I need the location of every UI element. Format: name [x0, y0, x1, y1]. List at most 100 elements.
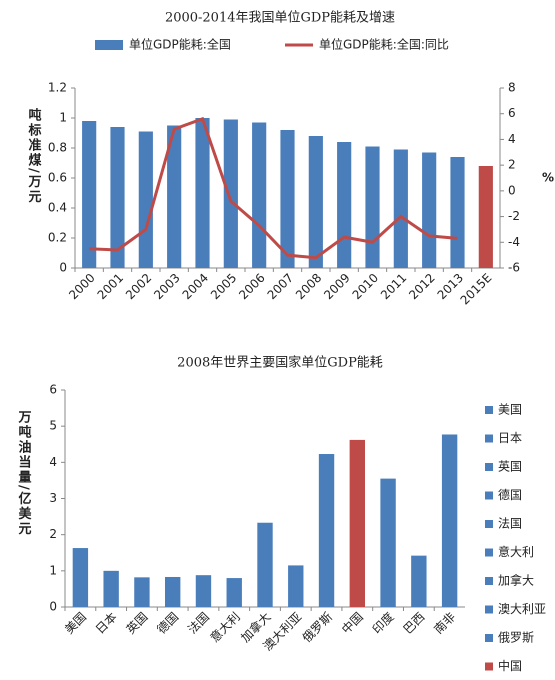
y-tick-label: 0.8	[48, 141, 67, 155]
bar	[223, 119, 238, 268]
bar	[138, 131, 153, 268]
bar	[318, 454, 335, 607]
y2-axis-label: %	[542, 171, 554, 185]
bar	[365, 146, 380, 268]
legend-swatch	[485, 634, 493, 642]
y-tick-label: 1.2	[48, 81, 67, 95]
bar	[308, 136, 323, 268]
y2-tick-label: -2	[508, 209, 520, 223]
x-tick-label: 2003	[151, 271, 182, 302]
legend-label: 俄罗斯	[498, 631, 534, 645]
bar	[195, 575, 212, 607]
bar	[411, 555, 427, 607]
bar	[422, 152, 437, 268]
bar	[134, 577, 150, 607]
legend-swatch	[485, 406, 493, 414]
bar	[110, 127, 125, 268]
bar	[103, 570, 119, 607]
legend-label: 美国	[498, 403, 522, 417]
bar	[441, 434, 458, 607]
legend-swatch	[485, 463, 493, 471]
legend-label: 澳大利亚	[498, 602, 546, 616]
x-tick-label: 2004	[180, 271, 211, 302]
bar	[450, 157, 465, 268]
x-tick-label: 2010	[350, 271, 381, 302]
y2-tick-label: 4	[508, 132, 516, 146]
legend-label: 中国	[498, 658, 522, 673]
y-tick-label: 1	[49, 563, 57, 577]
x-tick-label: 2009	[321, 271, 352, 302]
x-tick-label: 法国	[185, 610, 212, 637]
y-tick-label: 3	[49, 491, 57, 505]
legend-swatch	[485, 548, 493, 557]
bar	[288, 565, 304, 607]
bar	[252, 122, 267, 268]
legend-label: 日本	[498, 431, 522, 445]
legend-label: 英国	[498, 460, 522, 474]
legend-swatch	[485, 662, 493, 671]
y-tick-label: 0.6	[48, 171, 67, 185]
bar	[165, 576, 181, 607]
x-tick-label: 英国	[124, 610, 151, 637]
x-tick-label: 2015E	[458, 271, 495, 308]
x-tick-label: 2012	[406, 271, 437, 302]
x-tick-label: 德国	[154, 609, 182, 637]
y-axis-label: 万吨油当量/亿美元	[16, 410, 33, 537]
y2-tick-label: -4	[508, 235, 520, 249]
x-tick-label: 印度	[369, 609, 397, 637]
x-tick-label: 2011	[378, 271, 409, 302]
bar	[393, 149, 408, 268]
x-tick-label: 2002	[123, 271, 154, 302]
x-tick-label: 俄罗斯	[300, 610, 335, 645]
bar	[226, 578, 242, 607]
y-tick-label: 0	[59, 261, 67, 275]
y-tick-label: 6	[49, 383, 57, 397]
legend-swatch	[485, 491, 493, 500]
y2-tick-label: 8	[508, 81, 516, 95]
y2-tick-label: 6	[508, 106, 516, 120]
legend-swatch	[485, 605, 493, 614]
bar	[478, 166, 493, 268]
bar	[72, 548, 89, 607]
y-tick-label: 0.2	[48, 231, 67, 245]
y-tick-label: 4	[49, 455, 57, 469]
legend-label: 法国	[498, 517, 522, 531]
x-tick-label: 2007	[265, 271, 296, 302]
bar	[167, 125, 182, 268]
legend-label: 加拿大	[498, 573, 534, 588]
bar	[280, 130, 295, 268]
bar	[82, 121, 97, 268]
legend-swatch	[485, 520, 493, 528]
y-tick-label: 2	[49, 527, 57, 541]
bar	[349, 439, 365, 607]
chart-title: 2000-2014年我国单位GDP能耗及增速	[165, 11, 395, 26]
y-tick-label: 5	[49, 419, 57, 433]
x-tick-label: 2005	[208, 271, 239, 302]
y2-tick-label: 2	[508, 158, 516, 172]
x-tick-label: 美国	[62, 610, 89, 637]
legend-swatch	[485, 434, 493, 443]
x-tick-label: 2008	[293, 271, 324, 302]
legend-label: 意大利	[498, 544, 534, 559]
legend-swatch	[95, 40, 123, 50]
x-tick-label: 2000	[66, 271, 97, 302]
y-tick-label: 1	[59, 111, 67, 125]
x-tick-label: 2001	[95, 271, 126, 302]
x-tick-label: 日本	[93, 610, 120, 637]
x-tick-label: 巴西	[401, 610, 428, 637]
bar	[257, 522, 273, 607]
y-axis-label: 吨标准煤/万元	[26, 107, 43, 204]
legend-label: 德国	[498, 487, 522, 502]
legend-swatch	[485, 577, 493, 585]
y-tick-label: 0	[49, 600, 57, 614]
y2-tick-label: -6	[508, 261, 520, 275]
bar	[380, 478, 396, 607]
bar	[195, 118, 210, 268]
chart-title: 2008年世界主要国家单位GDP能耗	[177, 355, 383, 371]
y2-tick-label: 0	[508, 183, 516, 197]
legend-label: 单位GDP能耗:全国	[129, 37, 231, 52]
line	[89, 116, 458, 260]
legend-label: 单位GDP能耗:全国:同比	[319, 37, 449, 52]
